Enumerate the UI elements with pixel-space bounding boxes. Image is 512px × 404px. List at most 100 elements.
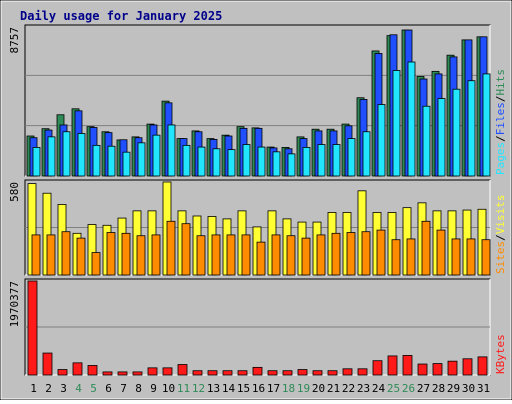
bar-pages-day-11 — [182, 144, 191, 177]
x-tick-label: 7 — [120, 382, 127, 395]
bar-sites-day-20 — [316, 234, 326, 276]
x-tick-label: 30 — [462, 382, 475, 395]
x-tick-label: 17 — [267, 382, 280, 395]
bar-kbytes-day-20 — [312, 370, 323, 376]
y-max-label: 1970377 — [8, 281, 21, 327]
bar-kbytes-day-7 — [117, 371, 128, 376]
bar-kbytes-day-6 — [102, 371, 113, 376]
y-max-label: 580 — [8, 182, 21, 202]
bar-kbytes-day-8 — [132, 371, 143, 376]
bar-pages-day-5 — [92, 144, 101, 177]
bar-pages-day-19 — [302, 147, 311, 177]
bar-sites-day-22 — [346, 232, 356, 276]
bar-pages-day-23 — [362, 131, 371, 177]
bar-sites-day-8 — [136, 235, 146, 276]
bar-pages-day-22 — [347, 138, 356, 177]
bar-kbytes-day-23 — [357, 368, 368, 376]
bar-kbytes-day-15 — [237, 370, 248, 376]
x-tick-label: 4 — [75, 382, 82, 395]
bar-sites-day-27 — [421, 220, 431, 276]
bar-pages-day-25 — [392, 70, 401, 177]
bar-sites-day-28 — [436, 229, 446, 276]
bar-pages-day-6 — [107, 145, 116, 177]
bar-sites-day-14 — [226, 234, 236, 276]
x-tick-label: 29 — [447, 382, 460, 395]
bar-sites-day-11 — [181, 223, 191, 276]
bar-sites-day-24 — [376, 229, 386, 276]
bar-kbytes-day-28 — [432, 363, 443, 376]
bar-kbytes-day-22 — [342, 368, 353, 376]
bar-pages-day-8 — [137, 142, 146, 177]
x-tick-label: 6 — [105, 382, 112, 395]
bar-sites-day-3 — [61, 231, 71, 276]
bar-sites-day-31 — [481, 239, 491, 276]
bar-kbytes-day-1 — [27, 280, 38, 376]
bar-kbytes-day-18 — [282, 370, 293, 376]
bar-kbytes-day-3 — [57, 369, 68, 376]
bar-sites-day-12 — [196, 235, 206, 276]
panels-group: 8757Pages/Files/Hits580Sites/Visits19703… — [8, 24, 507, 376]
bar-sites-day-29 — [451, 238, 461, 276]
bar-pages-day-2 — [47, 136, 56, 177]
legend-entry-sites: Sites — [494, 241, 507, 274]
bar-kbytes-day-16 — [252, 366, 263, 376]
x-tick-label: 18 — [282, 382, 295, 395]
panel-visits-sites: 580 Sites/Visits — [8, 179, 507, 276]
bar-pages-day-15 — [242, 144, 251, 177]
x-tick-label: 26 — [402, 382, 415, 395]
bar-sites-day-7 — [121, 232, 131, 276]
x-tick-label: 11 — [177, 382, 190, 395]
bar-pages-day-13 — [212, 148, 221, 177]
bar-pages-day-14 — [227, 149, 236, 177]
bar-sites-day-21 — [331, 232, 341, 276]
bar-pages-day-1 — [32, 147, 41, 177]
legend-separator: / — [494, 135, 507, 142]
x-tick-label: 27 — [417, 382, 430, 395]
bar-sites-day-1 — [31, 234, 41, 276]
bar-sites-day-9 — [151, 234, 161, 276]
bar-sites-day-10 — [166, 220, 176, 276]
x-tick-label: 13 — [207, 382, 220, 395]
bar-pages-day-18 — [287, 153, 296, 177]
bar-pages-day-26 — [407, 61, 416, 177]
bar-sites-day-19 — [301, 237, 311, 276]
bar-kbytes-day-26 — [402, 355, 413, 376]
x-tick-label: 16 — [252, 382, 265, 395]
x-tick-label: 8 — [135, 382, 142, 395]
bar-sites-day-25 — [391, 239, 401, 276]
legend-separator: / — [494, 234, 507, 241]
x-tick-label: 3 — [60, 382, 67, 395]
bar-kbytes-day-9 — [147, 367, 158, 376]
bar-sites-day-23 — [361, 231, 371, 276]
bar-pages-day-30 — [467, 80, 476, 177]
bar-pages-day-12 — [197, 146, 206, 177]
bar-kbytes-day-11 — [177, 364, 188, 376]
x-tick-label: 21 — [327, 382, 340, 395]
legend-entry-visits: Visits — [494, 195, 507, 235]
legend-separator: / — [494, 96, 507, 103]
x-tick-label: 24 — [372, 382, 386, 395]
x-tick-label: 22 — [342, 382, 355, 395]
bar-sites-day-26 — [406, 238, 416, 276]
bar-kbytes-day-13 — [207, 370, 218, 376]
y-max-label: 8757 — [8, 27, 21, 54]
bar-kbytes-day-4 — [72, 362, 83, 376]
bar-kbytes-day-31 — [477, 356, 488, 376]
bar-kbytes-day-14 — [222, 370, 233, 376]
x-tick-label: 20 — [312, 382, 325, 395]
bar-pages-day-17 — [272, 151, 281, 177]
x-tick-label: 31 — [477, 382, 490, 395]
bar-pages-day-16 — [257, 146, 266, 177]
bar-sites-day-16 — [256, 241, 266, 276]
legend-entry-kbytes: KBytes — [494, 334, 507, 374]
x-tick-label: 28 — [432, 382, 445, 395]
bar-pages-day-24 — [377, 104, 386, 177]
bar-sites-day-2 — [46, 234, 56, 276]
x-tick-label: 14 — [222, 382, 236, 395]
bar-sites-day-5 — [91, 252, 101, 276]
bar-kbytes-day-2 — [42, 352, 53, 376]
bar-sites-day-6 — [106, 232, 116, 276]
x-tick-label: 19 — [297, 382, 310, 395]
